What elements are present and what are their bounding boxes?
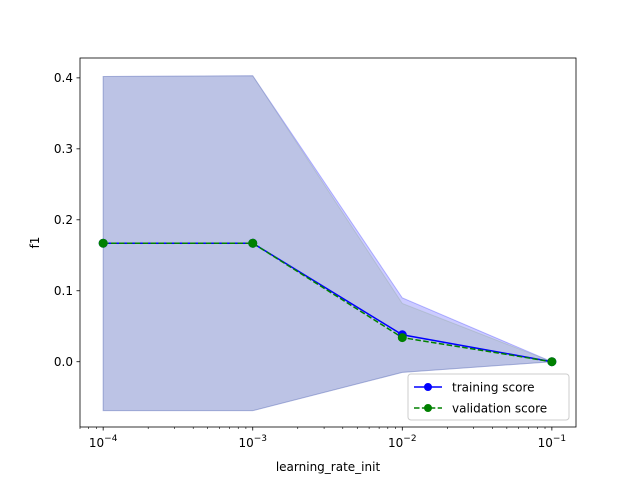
legend-marker (424, 383, 432, 391)
x-minor-ticks (79, 427, 546, 429)
score-bands (102, 75, 553, 412)
y-tick-label: 0.0 (54, 355, 73, 369)
score-lines (103, 242, 552, 363)
legend-label: validation score (452, 401, 547, 415)
y-axis-label: f1 (28, 237, 42, 249)
validation-point (98, 238, 108, 248)
legend-entry-validation: validation score (414, 401, 547, 415)
legend-label: training score (452, 380, 535, 394)
x-tick-label: 10−4 (89, 434, 118, 450)
y-tick-label: 0.1 (54, 284, 73, 298)
validation-point (248, 238, 258, 248)
legend-marker (424, 404, 432, 412)
x-tick-label: 10−1 (538, 434, 567, 450)
line-validation (103, 242, 552, 363)
y-tick-label: 0.3 (54, 142, 73, 156)
legend-box (407, 373, 570, 421)
y-tick-label: 0.4 (54, 71, 73, 85)
validation-point (397, 333, 407, 343)
y-tick-label: 0.2 (54, 213, 73, 227)
score-points (98, 238, 557, 367)
legend: training score validation score (407, 373, 570, 421)
y-axis-ticks: 0.0 0.1 0.2 0.3 0.4 (54, 71, 80, 369)
validation-point (547, 357, 557, 367)
x-tick-label: 10−3 (238, 434, 267, 450)
x-tick-label: 10−2 (388, 434, 417, 450)
x-axis-ticks: 10−4 10−3 10−2 10−1 (79, 427, 567, 450)
band-validation (102, 75, 553, 412)
x-axis-label: learning_rate_init (276, 460, 381, 474)
legend-entry-training: training score (414, 380, 535, 394)
plot-frame (79, 57, 577, 428)
band-training (102, 75, 553, 412)
